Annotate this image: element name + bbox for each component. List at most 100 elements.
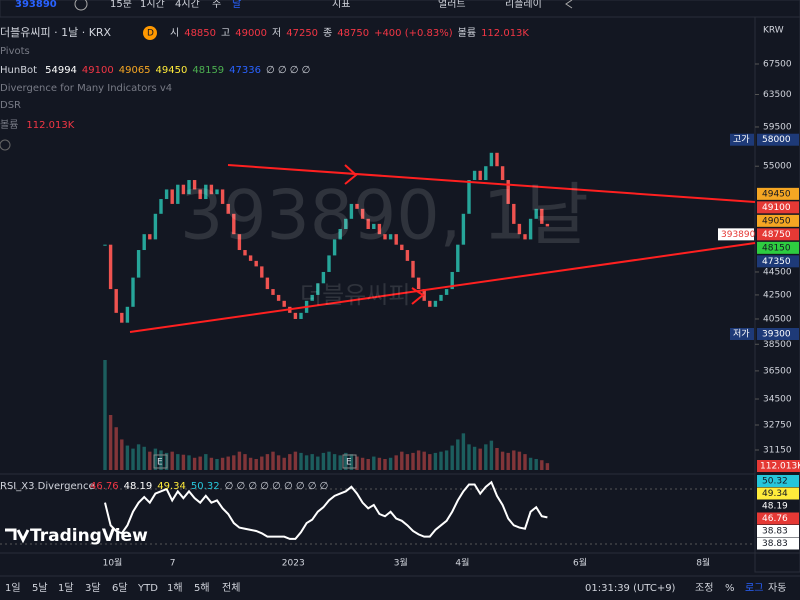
price-tag [757,327,799,340]
candle [176,184,180,204]
volume-bar [159,450,163,470]
candle [545,223,550,227]
interval-button[interactable]: 1시간 [140,0,165,10]
volume-bar [332,454,337,470]
scale-toggle[interactable]: 조정 [695,582,713,594]
candle [327,255,331,272]
range-button[interactable]: 1일 [5,582,21,594]
indicators-button[interactable]: 지표 [332,0,350,10]
indicator-value: ∅ ∅ ∅ ∅ [266,65,310,76]
indicator-value: 112.013K [26,120,74,131]
rsi-tag [757,487,799,500]
price-tag-value: 48150 [762,243,791,253]
candle [226,203,230,214]
rsi-tag [757,475,799,487]
watermark-symbol: 393890, 1날 [180,177,589,256]
volume-bar [416,450,421,470]
volume-bar [388,457,393,470]
scale-toggle[interactable]: % [725,583,735,594]
candle [243,250,247,256]
collapse-button[interactable] [0,139,11,151]
rsi-tag-value: 49.34 [762,489,788,499]
arrow [344,164,358,185]
price-tag-value: 49100 [762,203,791,213]
interval-button[interactable]: 15분 [110,0,132,10]
volume-bar [472,446,477,470]
candle [517,223,522,235]
volume-bar [316,456,320,470]
candle [489,152,494,167]
volume-bar [360,457,365,470]
y-tick-label: 55000 [763,162,792,172]
range-button[interactable]: 3달 [85,582,101,594]
candle [260,266,264,278]
volume-bar [125,445,130,470]
rsi-tag-value: 50.32 [762,477,788,487]
volume-bar [411,452,415,470]
candle [237,234,242,251]
y-tick-label: 36500 [763,366,792,376]
y-tick-label: 34500 [763,395,792,405]
candle [220,189,225,204]
symbol[interactable]: 393890 [15,0,57,10]
candle [254,260,258,267]
price-tag-value: 49050 [762,216,791,226]
candle [372,223,376,230]
candle [495,152,499,167]
alert-button[interactable]: 얼러트 [438,0,466,10]
label: 볼륨 [458,27,476,39]
interval-button[interactable]: 날 [232,0,241,10]
scale-toggle[interactable]: 로그 [745,583,763,594]
volume-bar [484,444,488,470]
volume-bar [248,457,253,470]
range-button[interactable]: 5날 [32,582,48,594]
candle [114,289,118,313]
volume-bar [366,459,370,470]
volume-bar [271,451,275,470]
volume-bar [506,452,510,470]
scale-toggle[interactable]: 자동 [768,582,786,594]
candle [416,277,421,290]
rsi-tag [757,500,799,512]
range-button[interactable]: 5해 [194,581,210,594]
range-button[interactable]: 1해 [167,581,183,594]
volume-bar [282,457,286,470]
candle [484,166,488,181]
rsi-line [104,480,548,540]
indicator-name: Pivots [0,46,30,57]
price-tag [757,187,799,200]
volume-bar [523,454,527,470]
price-tag [757,228,799,241]
price-tag-value: 49450 [762,189,791,199]
candle [265,277,270,290]
volume-bar [293,451,298,470]
label: 종 [323,27,332,39]
y-tick-label: 31150 [763,446,792,456]
indicator-name: Divergence for Many Indicators v4 [0,83,172,94]
compare-button[interactable] [74,0,88,11]
event-marker-icon: E [346,458,352,468]
rsi-extra: ∅ ∅ ∅ ∅ ∅ ∅ ∅ ∅ ∅ [225,481,329,492]
range-button[interactable]: 1달 [58,582,74,594]
candle [528,218,533,240]
candle [131,277,135,307]
replay-button[interactable]: 리플레이 [505,0,542,10]
candle [467,180,471,214]
range-button[interactable]: 전체 [222,582,240,594]
rsi-name: RSI_X3 Divergence [0,481,95,492]
rsi-tag-value: 46.76 [762,514,788,524]
rsi-value: 46.76 [90,481,119,492]
range-button[interactable]: 6달 [112,582,128,594]
y-tick-label: 67500 [763,60,792,70]
undo-button[interactable] [565,0,573,9]
range-button[interactable]: YTD [137,583,158,594]
interval-button[interactable]: 4시간 [175,0,200,10]
badge [143,26,157,40]
price-tag [757,201,799,214]
candle [366,218,370,230]
candle [192,180,197,190]
x-tick-label: 4월 [455,557,469,569]
candle [164,189,169,200]
interval-button[interactable]: 주 [212,0,221,10]
